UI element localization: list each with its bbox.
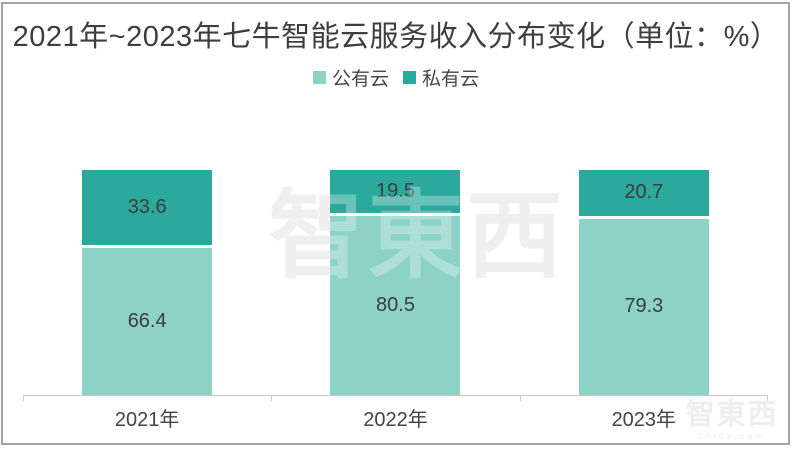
stacked-bar-2021: 33.6 66.4 xyxy=(82,170,213,395)
value-label-public-2022: 80.5 xyxy=(376,294,415,317)
bar-segment-private-2021: 33.6 xyxy=(82,170,213,245)
legend-swatch-public-cloud xyxy=(312,71,326,84)
chart-title: 2021年~2023年七牛智能云服务收入分布变化（单位：%） xyxy=(12,21,780,53)
value-label-private-2022: 19.5 xyxy=(376,180,415,203)
legend-item-private-cloud: 私有云 xyxy=(403,64,479,91)
axis-tick xyxy=(271,395,273,401)
axis-tick xyxy=(519,395,521,401)
x-axis-line xyxy=(23,395,768,401)
legend-label-public-cloud: 公有云 xyxy=(331,69,389,90)
axis-label-2022: 2022年 xyxy=(363,409,428,431)
bar-segment-public-2021: 66.4 xyxy=(82,247,213,395)
axis-label-2021: 2021年 xyxy=(114,409,180,431)
plot-area: 33.6 66.4 19.5 80.5 20.7 79.3 xyxy=(23,170,768,395)
legend-item-public-cloud: 公有云 xyxy=(312,64,389,91)
legend-label-private-cloud: 私有云 xyxy=(422,69,480,90)
axis-tick xyxy=(23,395,24,401)
bar-segment-private-2023: 20.7 xyxy=(578,170,709,216)
legend-swatch-private-cloud xyxy=(403,71,416,84)
legend: 公有云 私有云 xyxy=(0,64,792,91)
axis-label-2023: 2023年 xyxy=(611,409,677,431)
bar-group-2022: 19.5 80.5 xyxy=(271,170,519,395)
bar-group-2021: 33.6 66.4 xyxy=(23,170,271,395)
segment-divider xyxy=(330,213,461,217)
bar-segment-private-2022: 19.5 xyxy=(330,170,461,214)
bar-segment-public-2023: 79.3 xyxy=(578,218,709,395)
bar-group-2023: 20.7 79.3 xyxy=(520,170,768,395)
value-label-public-2021: 66.4 xyxy=(127,309,167,332)
value-label-public-2023: 79.3 xyxy=(624,295,664,318)
axis-tick xyxy=(767,395,768,401)
value-label-private-2021: 33.6 xyxy=(127,195,167,218)
x-axis-labels: 2021年 2022年 2023年 xyxy=(23,403,768,432)
segment-divider xyxy=(82,244,213,248)
value-label-private-2023: 20.7 xyxy=(624,181,664,204)
stacked-bar-2023: 20.7 79.3 xyxy=(578,170,709,395)
bar-segment-public-2022: 80.5 xyxy=(330,216,461,395)
stacked-bar-2022: 19.5 80.5 xyxy=(330,170,461,395)
segment-divider xyxy=(578,215,709,219)
